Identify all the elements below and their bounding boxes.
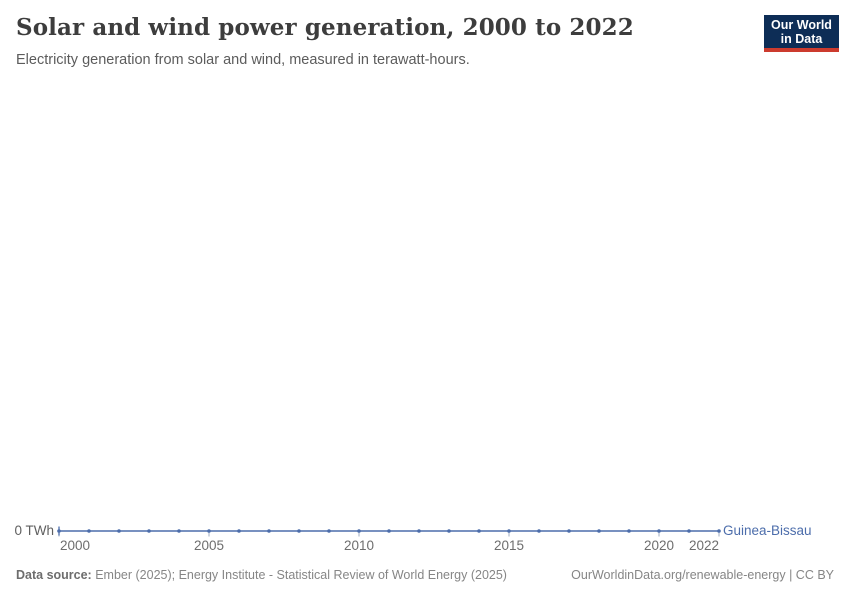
series-entity-label[interactable]: Guinea-Bissau bbox=[723, 523, 812, 538]
page-title: Solar and wind power generation, 2000 to… bbox=[16, 14, 634, 41]
owid-logo-line1: Our World bbox=[771, 17, 832, 32]
data-source-text: Ember (2025); Energy Institute - Statist… bbox=[91, 568, 507, 582]
y-axis-tick-label: 0 TWh bbox=[14, 523, 54, 538]
x-axis-tick-label-2022: 2022 bbox=[688, 538, 719, 553]
x-axis-tick-label-2010: 2010 bbox=[343, 538, 375, 553]
data-source-note: Data source: Ember (2025); Energy Instit… bbox=[16, 568, 507, 582]
owid-logo[interactable]: Our World in Data bbox=[764, 15, 839, 52]
x-axis-tick-label-2000: 2000 bbox=[60, 538, 91, 553]
citation-link[interactable]: OurWorldinData.org/renewable-energy | CC… bbox=[571, 568, 834, 582]
x-axis-tick-label-2020: 2020 bbox=[643, 538, 675, 553]
chart-subtitle: Electricity generation from solar and wi… bbox=[16, 52, 470, 68]
x-axis-tick-label-2015: 2015 bbox=[493, 538, 525, 553]
x-axis-tick-label-2005: 2005 bbox=[193, 538, 225, 553]
data-source-label: Data source: bbox=[16, 568, 92, 582]
chart-footer: Data source: Ember (2025); Energy Instit… bbox=[16, 568, 834, 582]
owid-logo-line2: in Data bbox=[780, 31, 823, 46]
